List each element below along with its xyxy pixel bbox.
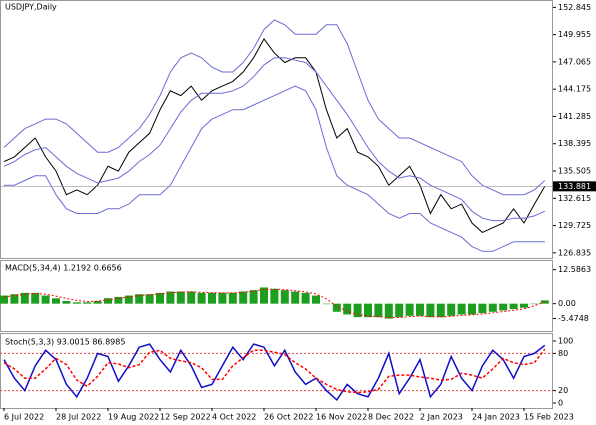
- series-line: [3, 343, 546, 402]
- x-tick-label: 19 Aug 2022: [108, 413, 159, 422]
- macd-title: MACD(5,34,4) 1.2192 0.6656: [5, 264, 122, 273]
- macd-bar: [436, 303, 445, 318]
- macd-bar: [260, 287, 268, 304]
- price-pane: [0, 0, 553, 259]
- macd-bar: [499, 303, 508, 311]
- macd-bar: [62, 300, 71, 304]
- macd-bar: [447, 303, 456, 316]
- y-tick-label: 0.00: [558, 299, 576, 308]
- x-tick-label: 4 Oct 2022: [212, 413, 256, 422]
- series-line: [3, 19, 546, 196]
- macd-bar: [197, 292, 206, 304]
- y-tick-label: 135.505: [558, 167, 591, 176]
- macd-bar: [52, 298, 60, 304]
- macd-bar: [488, 303, 497, 312]
- series-line: [4, 85, 545, 252]
- macd-bar: [145, 294, 154, 304]
- macd-bar: [457, 303, 466, 315]
- macd-bar: [416, 303, 424, 316]
- macd-bar: [395, 303, 404, 318]
- x-tick-label: 12 Sep 2022: [160, 413, 211, 422]
- macd-bar: [93, 300, 102, 304]
- x-tick-label: 16 Nov 2022: [316, 413, 367, 422]
- macd-bar: [520, 303, 528, 308]
- y-tick-label: 138.395: [558, 139, 591, 148]
- macd-bar: [124, 295, 133, 304]
- macd-bar: [301, 292, 310, 304]
- macd-bar: [322, 303, 331, 305]
- y-tick-label: 147.065: [558, 57, 591, 66]
- macd-bar: [176, 291, 185, 304]
- y-tick-label: 129.725: [558, 221, 591, 230]
- stoch-pane: [0, 333, 553, 409]
- macd-bar: [374, 303, 383, 318]
- macd-bar: [72, 302, 81, 304]
- macd-bar: [166, 291, 175, 304]
- macd-bar: [364, 303, 372, 318]
- macd-bar: [239, 291, 248, 304]
- y-tick-label: 149.955: [558, 30, 591, 39]
- price-title: USDJPY,Daily: [5, 3, 57, 12]
- last-price-box: [553, 181, 596, 192]
- macd-bar: [135, 294, 144, 304]
- macd-bar: [104, 298, 112, 304]
- x-tick-label: 26 Oct 2022: [264, 413, 313, 422]
- stoch-title: Stoch(5,3,3) 93.0015 86.8985: [5, 338, 125, 347]
- y-tick-label: 20: [558, 386, 568, 395]
- macd-bar: [156, 292, 164, 304]
- macd-bar: [270, 288, 279, 304]
- macd-bar: [353, 303, 362, 318]
- macd-bar: [31, 292, 40, 304]
- macd-bar: [41, 295, 50, 304]
- macd-bar: [509, 303, 518, 310]
- macd-bar: [218, 292, 227, 304]
- series-line: [3, 348, 546, 394]
- x-tick-label: 6 Jul 2022: [4, 413, 44, 422]
- macd-bar: [478, 303, 487, 314]
- y-tick-label: -5.4748: [558, 314, 589, 323]
- macd-bar: [312, 295, 320, 304]
- macd-bar: [0, 295, 8, 304]
- macd-bar: [20, 292, 29, 304]
- macd-bar: [384, 303, 393, 319]
- y-tick-label: 141.285: [558, 112, 591, 121]
- macd-bar: [530, 303, 539, 305]
- y-tick-label: 12.5863: [558, 265, 591, 274]
- y-tick-label: 100: [558, 337, 573, 346]
- macd-bar: [280, 290, 289, 304]
- macd-bar: [405, 303, 414, 316]
- macd-bar: [468, 303, 476, 315]
- x-tick-label: 15 Feb 2023: [524, 413, 574, 422]
- y-tick-label: 0: [558, 399, 563, 408]
- macd-bar: [291, 291, 300, 304]
- macd-bar: [10, 294, 19, 304]
- y-tick-label: 132.615: [558, 194, 591, 203]
- x-tick-label: 2 Jan 2023: [420, 413, 463, 422]
- series-line: [3, 57, 546, 222]
- x-tick-label: 8 Dec 2022: [368, 413, 414, 422]
- y-tick-label: 80: [558, 349, 568, 358]
- macd-bar: [343, 303, 352, 315]
- macd-bar: [426, 303, 435, 318]
- macd-bar: [332, 303, 341, 312]
- macd-bar: [187, 291, 196, 304]
- macd-bar: [208, 292, 216, 304]
- y-tick-label: 144.175: [558, 85, 591, 94]
- signal-line: [3, 288, 545, 319]
- last-price-label: 133.881: [558, 182, 591, 191]
- x-tick-label: 24 Jan 2023: [472, 413, 520, 422]
- macd-bar: [114, 296, 123, 304]
- y-tick-label: 152.845: [558, 3, 591, 12]
- series-line: [3, 37, 546, 233]
- macd-bar: [228, 292, 237, 304]
- macd-bar: [83, 302, 92, 304]
- x-tick-label: 28 Jul 2022: [56, 413, 101, 422]
- y-tick-label: 126.835: [558, 248, 591, 257]
- macd-bar: [249, 290, 258, 304]
